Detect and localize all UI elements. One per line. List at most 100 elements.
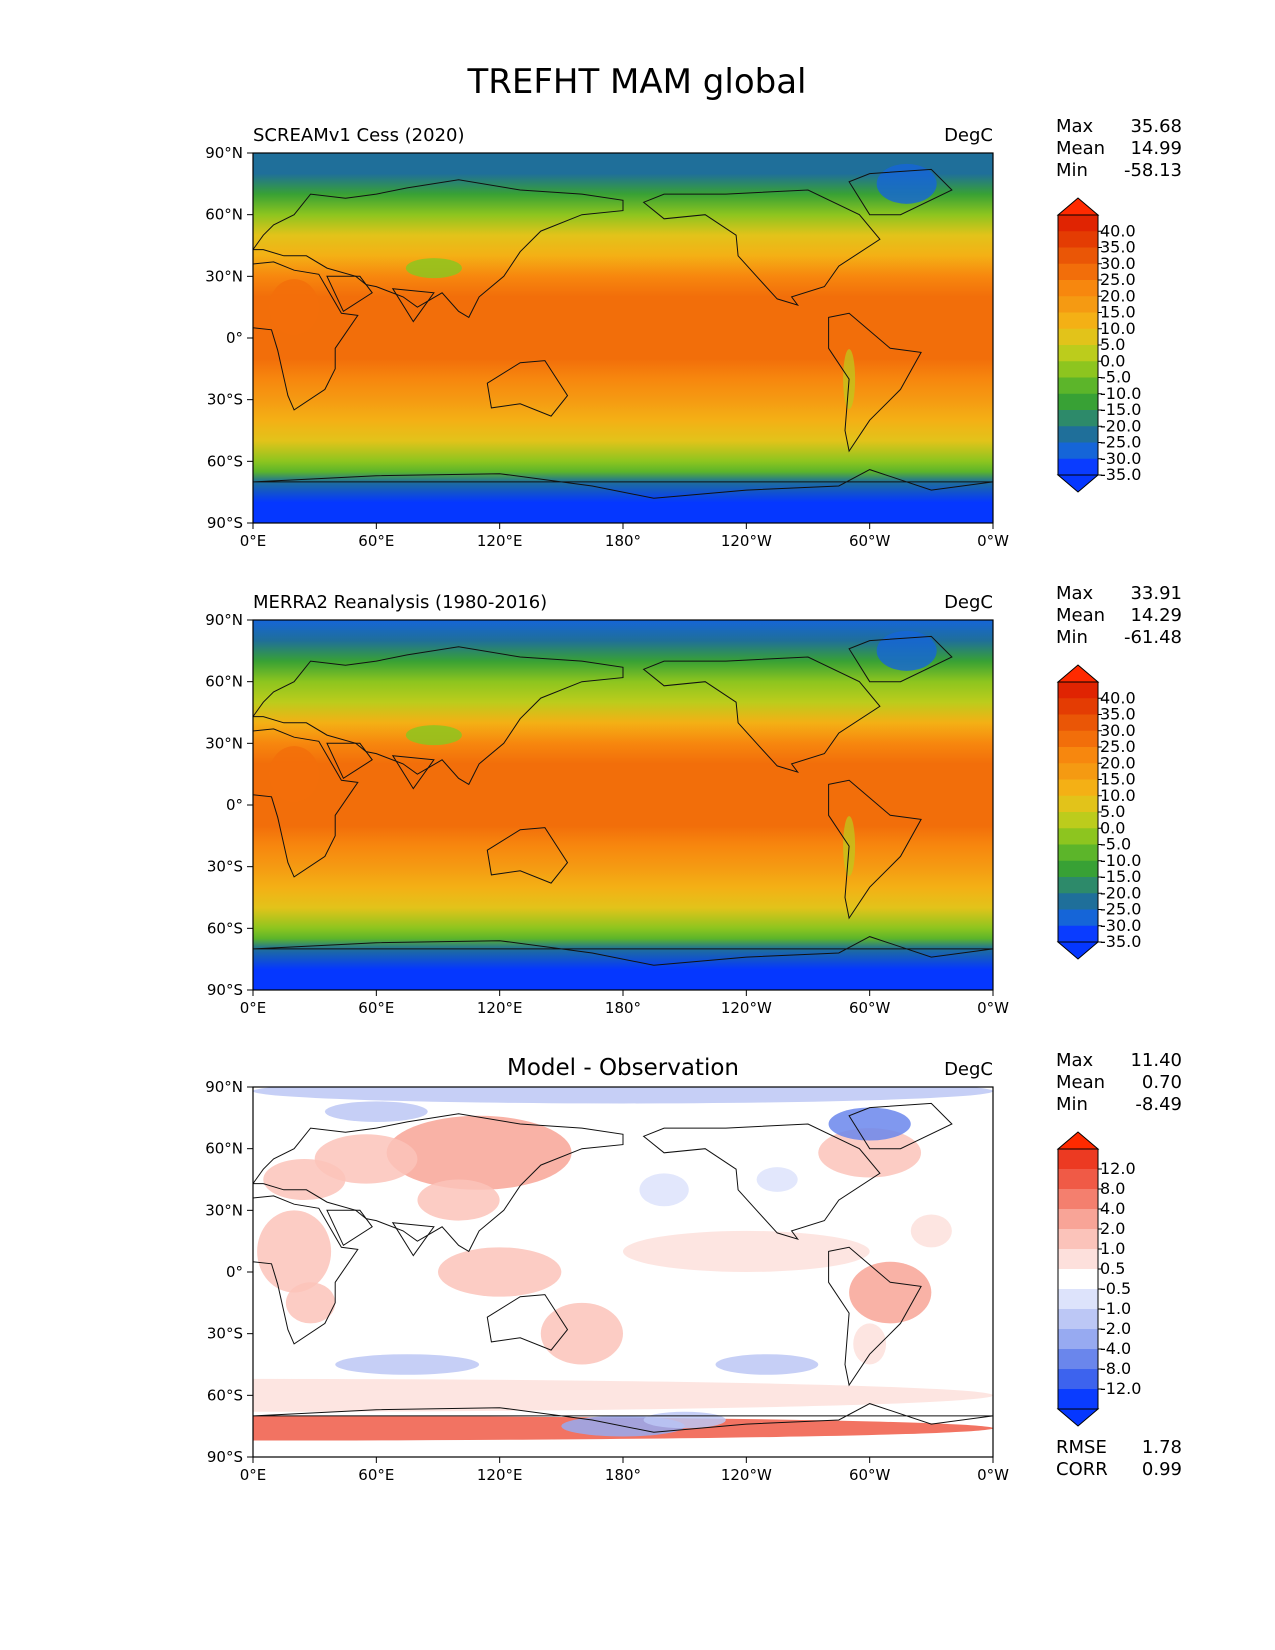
diff-blob xyxy=(639,1173,689,1207)
colorbar: 40.035.030.025.020.015.010.05.00.0-5.0-1… xyxy=(1056,664,1141,960)
colorbar-segment xyxy=(1058,730,1098,748)
diff-blob xyxy=(253,1087,993,1104)
colorbar-segment xyxy=(1058,280,1098,297)
coastline-india xyxy=(391,288,435,323)
colorbar-tick-label: 10.0 xyxy=(1100,319,1136,338)
colorbar-tick-label: 25.0 xyxy=(1100,270,1136,289)
colorbar-tick-label: -25.0 xyxy=(1100,900,1141,919)
coastline-namerica xyxy=(642,189,881,307)
units-label: DegC xyxy=(944,125,993,146)
diff-blob xyxy=(324,1101,428,1122)
colorbar-segment xyxy=(1058,1369,1098,1390)
lat-tick-label: 30°S xyxy=(207,858,243,876)
lat-tick-label: 90°N xyxy=(205,144,243,162)
coastline-greenland xyxy=(848,168,953,216)
coastline-greenland xyxy=(848,1102,953,1150)
colorbar-segment xyxy=(1058,1269,1098,1290)
lon-tick-label: 60°E xyxy=(358,532,394,550)
lat-tick-label: 60°S xyxy=(207,919,243,937)
colorbar-segment xyxy=(1058,779,1098,797)
diff-blob xyxy=(335,1354,480,1375)
diff-blob xyxy=(623,1230,870,1272)
coastline-australia xyxy=(486,360,569,417)
colorbar-segment xyxy=(1058,1249,1098,1270)
lon-tick-label: 120°W xyxy=(721,999,772,1017)
colorbar-tick-label: 2.0 xyxy=(1100,1219,1125,1238)
panel-title: MERRA2 Reanalysis (1980-2016) xyxy=(253,592,547,613)
colorbar-segment xyxy=(1058,682,1098,699)
lat-tick-label: 60°S xyxy=(207,452,243,470)
colorbar-segment xyxy=(1058,263,1098,281)
colorbar-extend-max xyxy=(1056,197,1100,216)
coastline-africa xyxy=(253,261,359,411)
diff-blob xyxy=(715,1354,819,1375)
lon-tick-label: 180° xyxy=(605,999,641,1017)
colorbar-segment xyxy=(1058,1189,1098,1210)
colorbar-extend-max xyxy=(1056,664,1100,683)
colorbar-segment xyxy=(1058,1309,1098,1330)
colorbar-segment xyxy=(1058,812,1098,829)
lon-tick-label: 0°W xyxy=(977,1466,1009,1484)
lon-tick-label: 60°W xyxy=(849,999,891,1017)
colorbar-tick-label: 15.0 xyxy=(1100,770,1136,789)
colorbar-segment xyxy=(1058,828,1098,845)
coastline-antarctica xyxy=(253,469,993,499)
lon-tick-label: 120°E xyxy=(477,532,523,550)
lon-tick-label: 180° xyxy=(605,1466,641,1484)
lon-tick-label: 0°E xyxy=(240,999,267,1017)
sahara-warm xyxy=(269,746,320,803)
lon-tick-label: 0°W xyxy=(977,532,1009,550)
lat-tick-label: 90°N xyxy=(205,611,243,629)
stat-value: 1.78 xyxy=(1142,1437,1182,1458)
lon-tick-label: 120°E xyxy=(477,999,523,1017)
colorbar-segment xyxy=(1058,247,1098,265)
colorbar-tick-label: -20.0 xyxy=(1100,883,1141,902)
panel-title: Model - Observation xyxy=(507,1055,739,1081)
lon-tick-label: 60°W xyxy=(849,1466,891,1484)
coastline-australia xyxy=(486,1294,569,1351)
colorbar-segment xyxy=(1058,714,1098,732)
diff-blob xyxy=(828,1107,911,1141)
stat-value: 0.99 xyxy=(1142,1459,1182,1480)
stat-value: 35.68 xyxy=(1130,116,1182,137)
map-field xyxy=(253,153,993,523)
colorbar: 12.08.04.02.01.00.5-0.5-1.0-2.0-4.0-8.0-… xyxy=(1056,1131,1141,1427)
stat-label: Max xyxy=(1056,583,1094,604)
colorbar-tick-label: -10.0 xyxy=(1100,851,1141,870)
coastline-africa xyxy=(253,728,359,878)
lon-tick-label: 120°W xyxy=(721,1466,772,1484)
lon-tick-label: 60°W xyxy=(849,532,891,550)
colorbar-tick-label: -12.0 xyxy=(1100,1379,1141,1398)
diff-blob xyxy=(910,1214,952,1248)
stat-value: 0.70 xyxy=(1142,1072,1182,1093)
colorbar-segment xyxy=(1058,393,1098,411)
colorbar-tick-label: 12.0 xyxy=(1100,1159,1136,1178)
colorbar-tick-label: 5.0 xyxy=(1100,802,1125,821)
colorbar-tick-label: 5.0 xyxy=(1100,335,1125,354)
colorbar-tick-label: -30.0 xyxy=(1100,916,1141,935)
colorbar-segment xyxy=(1058,377,1098,395)
coastline-arabia xyxy=(326,1209,373,1247)
diff-blob xyxy=(540,1302,624,1365)
coastline-samerica xyxy=(828,312,922,453)
lat-tick-label: 90°S xyxy=(207,514,243,532)
stat-value: 33.91 xyxy=(1130,583,1182,604)
colorbar-segment xyxy=(1058,1149,1098,1170)
colorbar-segment xyxy=(1058,312,1098,330)
panel-diff: Model - Observation DegC 90°N 60°N 30°N 0° 30°… xyxy=(205,1050,1182,1484)
colorbar-segment xyxy=(1058,795,1098,813)
colorbar-extend-max xyxy=(1056,1131,1100,1150)
stat-label: RMSE xyxy=(1056,1437,1107,1458)
map-field xyxy=(253,620,993,990)
diff-blob xyxy=(263,1158,346,1201)
colorbar-tick-label: 25.0 xyxy=(1100,737,1136,756)
stat-value: 14.29 xyxy=(1130,605,1182,626)
stat-value: -8.49 xyxy=(1135,1094,1182,1115)
diff-blob xyxy=(818,1128,922,1178)
colorbar-segment xyxy=(1058,1329,1098,1350)
lat-tick-label: 30°N xyxy=(205,267,243,285)
colorbar-tick-label: 0.0 xyxy=(1100,351,1125,370)
lat-tick-label: 60°N xyxy=(205,206,243,224)
colorbar-tick-label: -5.0 xyxy=(1100,368,1131,387)
